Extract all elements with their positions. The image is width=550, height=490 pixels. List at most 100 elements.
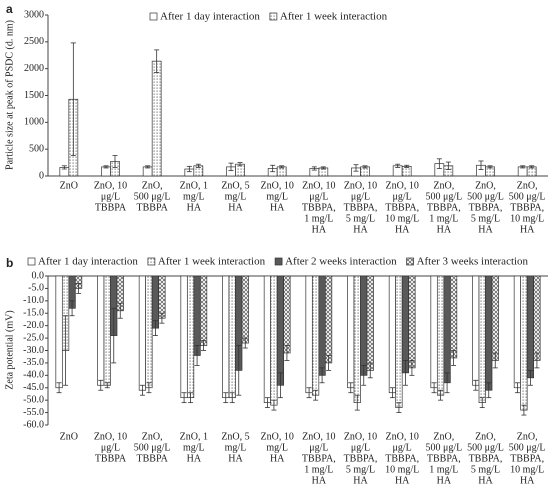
error-bar <box>242 337 248 349</box>
y-tick-label: 0 <box>39 170 44 181</box>
x-tick-label: 5 mg/L <box>471 464 500 475</box>
y-axis-title: Zeta potential (mV) <box>4 310 15 389</box>
x-tick-label: TBBPA, <box>469 202 503 213</box>
bar <box>401 275 410 374</box>
x-tick-label: 10 mg/L <box>510 213 544 224</box>
error-bar <box>194 345 200 366</box>
y-tick-label: 2000 <box>24 63 44 74</box>
error-bar <box>326 355 332 371</box>
x-tick-label: 5 mg/L <box>346 213 375 224</box>
bar <box>395 275 403 408</box>
bar <box>276 275 285 386</box>
error-bar <box>479 397 485 409</box>
bar <box>263 275 272 404</box>
legend-label: After 1 day interaction <box>160 11 260 23</box>
x-tick-label: μg/L <box>309 442 328 453</box>
legend-swatch <box>27 257 36 266</box>
error-bar <box>228 162 234 172</box>
bar <box>443 275 451 384</box>
x-tick-label: ZnO, <box>517 431 538 442</box>
x-tick-label: ZnO, 5 <box>221 180 249 191</box>
x-tick-label: TBBPA, <box>385 202 419 213</box>
bar <box>228 275 236 399</box>
bar <box>449 275 458 359</box>
y-tick-label: -60.0 <box>23 419 44 430</box>
x-tick-label: HA <box>478 475 493 486</box>
x-tick-label: ZnO, 10 <box>260 431 293 442</box>
x-tick-label: 1 mg/L <box>429 213 458 224</box>
x-tick-label: TBBPA <box>137 202 169 213</box>
bar <box>526 275 535 379</box>
x-tick-label: TBBPA <box>95 453 127 464</box>
error-bar <box>367 362 373 379</box>
bar <box>366 275 374 371</box>
error-bar <box>103 165 109 169</box>
x-tick-label: mg/L <box>266 442 288 453</box>
x-tick-label: ZnO, 10 <box>385 431 418 442</box>
bar <box>103 275 111 386</box>
bar <box>151 60 162 177</box>
x-tick-label: TBBPA, <box>427 202 461 213</box>
error-bar <box>431 382 437 394</box>
y-tick-label: 3000 <box>24 9 44 20</box>
y-tick-label: -55.0 <box>23 407 44 418</box>
bar <box>158 275 166 319</box>
x-tick-label: HA <box>353 475 368 486</box>
error-bar <box>534 352 540 369</box>
error-bar <box>306 387 312 399</box>
legend-label: After 2 weeks interaction <box>285 256 397 268</box>
error-bar <box>69 300 75 317</box>
error-bar <box>98 379 104 391</box>
y-tick-label: 0.0 <box>32 270 45 281</box>
error-bar <box>396 402 402 413</box>
error-bar <box>61 165 67 170</box>
bar <box>485 275 493 391</box>
x-tick-label: ZnO, <box>475 180 496 191</box>
x-tick-label: mg/L <box>225 442 247 453</box>
error-bar <box>104 382 110 389</box>
legend-label: After 1 week interaction <box>158 256 266 268</box>
bar <box>360 275 368 376</box>
x-tick-label: HA <box>270 453 285 464</box>
x-tick-label: 10 mg/L <box>510 464 544 475</box>
x-tick-label: HA <box>520 224 535 235</box>
y-tick-label: -15.0 <box>23 308 44 319</box>
bar <box>324 275 333 364</box>
y-tick-label: -50.0 <box>23 394 44 405</box>
error-bar <box>117 302 123 319</box>
error-bar <box>478 160 484 170</box>
bar <box>180 275 188 399</box>
legend-swatch <box>406 257 414 266</box>
x-tick-label: 500 μg/L <box>467 191 504 202</box>
error-bar <box>445 161 451 170</box>
x-tick-label: TBBPA, <box>385 453 419 464</box>
error-bar <box>271 399 277 411</box>
error-bar <box>395 163 401 168</box>
x-tick-label: ZnO, 5 <box>221 431 249 442</box>
x-tick-label: μg/L <box>393 442 412 453</box>
legend-label: After 3 weeks interaction <box>417 256 529 268</box>
error-bar <box>229 392 235 404</box>
error-bar <box>112 155 118 168</box>
bar <box>491 275 499 361</box>
bar <box>533 275 541 361</box>
y-tick-label: 1500 <box>24 90 44 101</box>
x-tick-label: TBBPA, <box>344 202 378 213</box>
error-bar <box>236 345 242 396</box>
legend-swatch <box>147 257 156 266</box>
bar <box>347 275 355 389</box>
bar <box>186 275 195 399</box>
x-tick-label: HA <box>312 475 327 486</box>
error-bar <box>270 164 276 173</box>
error-bar <box>473 379 479 391</box>
legend-swatch <box>269 12 278 21</box>
x-tick-label: TBBPA, <box>510 453 544 464</box>
x-tick-label: HA <box>478 224 493 235</box>
x-tick-label: 500 μg/L <box>425 191 462 202</box>
x-tick-label: HA <box>395 475 410 486</box>
bar <box>145 275 153 389</box>
x-tick-label: ZnO, 10 <box>385 180 418 191</box>
x-tick-label: TBBPA, <box>427 453 461 464</box>
x-tick-label: ZnO, 10 <box>302 431 335 442</box>
bar <box>97 275 105 386</box>
